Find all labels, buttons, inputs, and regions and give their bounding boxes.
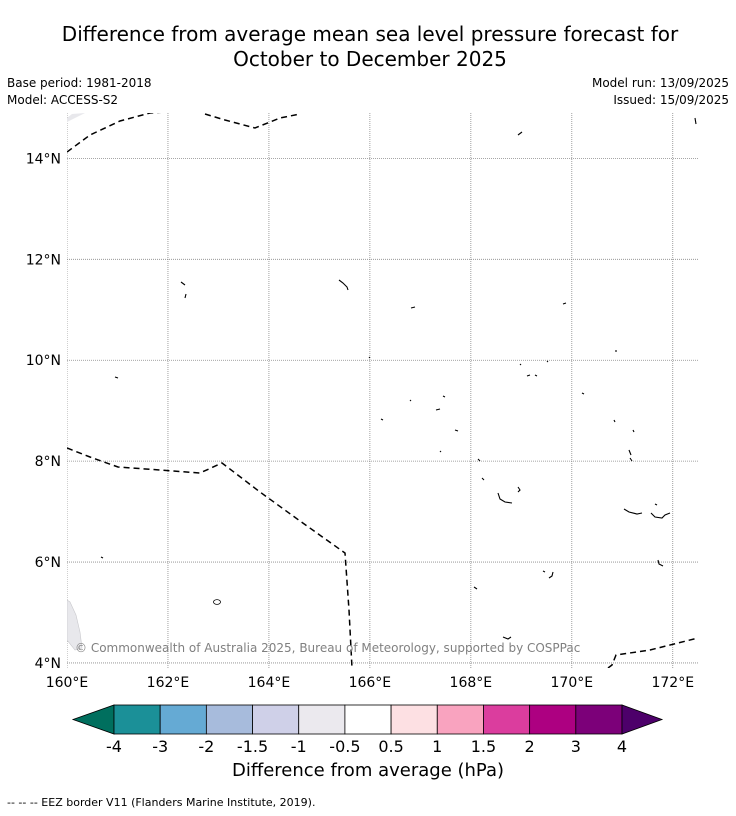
colorbar-tick-label: -2 [198,737,214,756]
colorbar-title: Difference from average (hPa) [231,760,505,781]
lon-tick-label: 160°E [46,675,89,691]
colorbar-segment [529,704,577,735]
colorbar-tick-label: 2 [525,737,535,756]
lon-tick-label: 172°E [651,675,694,691]
base-period: Base period: 1981-2018 [7,76,152,90]
model-run: Model run: 13/09/2025 [591,76,729,90]
colorbar-tick-label: 1 [432,737,442,756]
colorbar-segment [483,704,531,735]
lon-tick-label: 162°E [147,675,190,691]
lon-tick-label: 168°E [450,675,493,691]
eez-legend-footer: -- -- -- EEZ border V11 (Flanders Marine… [7,796,316,809]
lon-tick-label: 164°E [248,675,291,691]
colorbar-segment [298,704,346,735]
model-name: Model: ACCESS-S2 [7,93,119,107]
colorbar-tick-label: 4 [617,737,627,756]
meta-left: Base period: 1981-2018 Model: ACCESS-S2 [7,75,152,109]
colorbar-tick-label: 3 [571,737,581,756]
colorbar-tick-label: 1.5 [471,737,496,756]
colorbar-segment [575,704,623,735]
colorbar-tick-label: -4 [106,737,122,756]
lat-tick-label: 14°N [26,151,61,167]
lat-tick-label: 8°N [35,454,61,470]
colorbar-extend-high [621,704,664,735]
issued-date: Issued: 15/09/2025 [613,93,729,107]
colorbar-extend-low [71,704,115,735]
colorbar-segment [390,704,438,735]
lat-tick-label: 6°N [35,555,61,571]
map-area [67,113,698,668]
colorbar [71,704,664,735]
lon-tick-label: 166°E [349,675,392,691]
lat-tick-label: 10°N [26,353,61,369]
colorbar-tick-label: -0.5 [329,737,360,756]
colorbar-tick-label: -1 [291,737,307,756]
copyright-notice: © Commonwealth of Australia 2025, Bureau… [75,641,581,655]
lat-tick-label: 12°N [26,252,61,268]
map-field [67,113,698,668]
map-title: Difference from average mean sea level p… [0,22,736,72]
landmass-top-left [67,113,85,122]
map-figure: 160°E 162°E 164°E 166°E 168°E 170°E 172°E 4°N 6°… [26,113,698,756]
gridlines [67,113,698,668]
landmass-left-edge [67,599,83,651]
axis-labels: 160°E 162°E 164°E 166°E 168°E 170°E 172°E 4°N 6°… [26,151,694,691]
colorbar-segment [205,704,253,735]
colorbar-tick-label: -3 [152,737,168,756]
colorbar-ticks: -4 -3 -2 -1.5 -1 -0.5 0.5 1 1.5 2 3 4 [106,737,627,756]
title-line-2: October to December 2025 [233,47,507,71]
colorbar-tick-label: 0.5 [378,737,403,756]
meta-right: Model run: 13/09/2025 Issued: 15/09/2025 [592,75,729,109]
colorbar-segment [113,704,161,735]
island-coastlines [100,117,697,640]
lat-tick-label: 4°N [35,656,61,672]
colorbar-tick-label: -1.5 [237,737,268,756]
colorbar-segment [436,704,484,735]
land-features [67,113,698,668]
island-outline [213,599,221,605]
lon-tick-label: 170°E [551,675,594,691]
colorbar-segment [159,704,207,735]
colorbar-segment [344,704,392,735]
colorbar-segment [252,704,300,735]
eez-borders [67,113,698,668]
title-line-1: Difference from average mean sea level p… [61,22,679,46]
